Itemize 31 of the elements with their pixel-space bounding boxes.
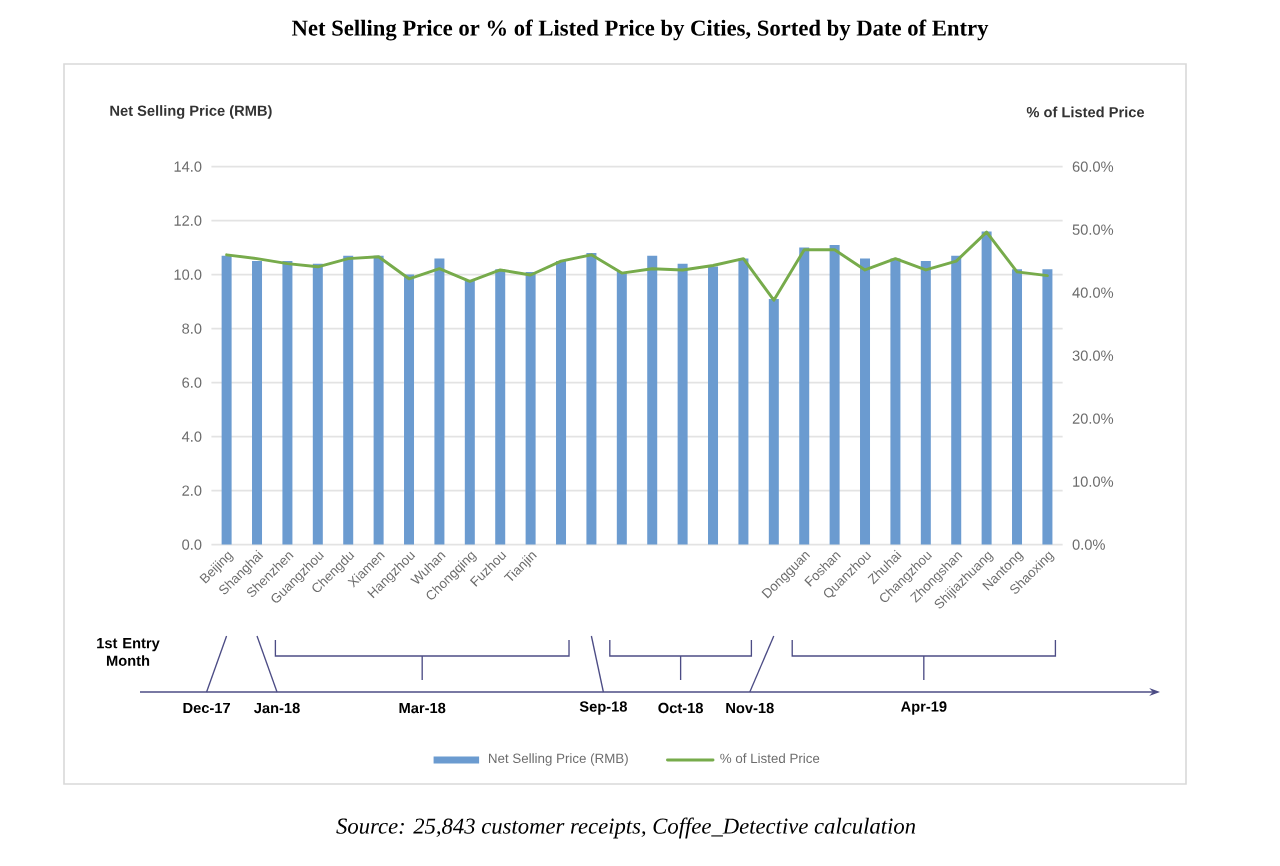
bar bbox=[495, 269, 506, 545]
bar bbox=[981, 231, 992, 545]
bar bbox=[1042, 269, 1053, 545]
bar bbox=[282, 261, 293, 545]
bar bbox=[677, 263, 688, 545]
bar bbox=[404, 274, 415, 545]
bar bbox=[434, 258, 445, 545]
bar bbox=[616, 271, 627, 545]
bar bbox=[464, 280, 475, 545]
bar bbox=[738, 258, 749, 545]
bar bbox=[647, 255, 658, 545]
bar bbox=[1012, 269, 1023, 545]
bar bbox=[343, 255, 354, 545]
bar bbox=[860, 258, 871, 545]
bar bbox=[768, 298, 779, 545]
bar bbox=[556, 261, 567, 545]
source-note: Source: 25,843 customer receipts, Coffee_Detective calculation bbox=[336, 817, 916, 839]
chart-title: Net Selling Price or % of Listed Price by Cities, Sorted by Date of Entry bbox=[291, 19, 989, 41]
bar bbox=[373, 255, 384, 545]
bar bbox=[829, 244, 840, 545]
bar bbox=[708, 266, 719, 545]
bar bbox=[890, 258, 901, 545]
line-series bbox=[225, 230, 1049, 302]
bar bbox=[586, 253, 597, 545]
bar bbox=[799, 247, 810, 545]
bar bbox=[312, 263, 323, 545]
bar bbox=[525, 271, 536, 545]
bar bbox=[252, 261, 263, 545]
bar bbox=[920, 261, 931, 545]
bar bbox=[951, 255, 962, 545]
bar bbox=[221, 255, 232, 545]
